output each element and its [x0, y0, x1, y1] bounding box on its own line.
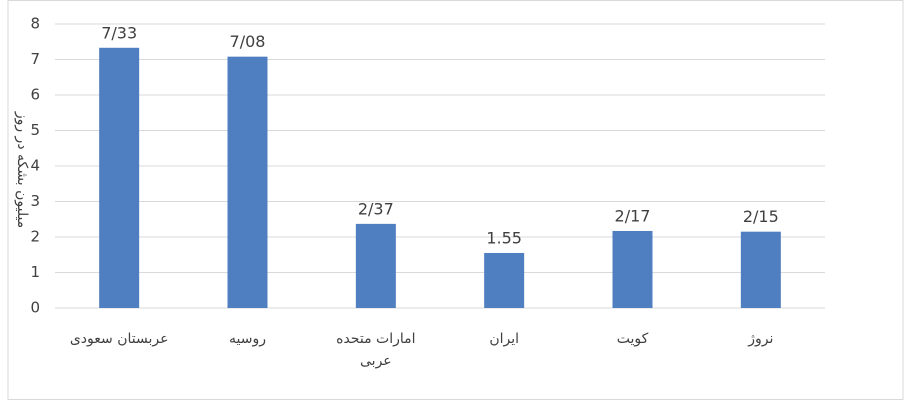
y-tick-label: 6 — [30, 86, 40, 104]
value-label: 1.55 — [486, 228, 522, 247]
bar — [228, 57, 268, 308]
y-tick-label: 4 — [30, 157, 40, 175]
y-tick-label: 5 — [30, 121, 40, 139]
bar — [99, 48, 139, 308]
x-tick-label: ایران — [449, 328, 559, 350]
x-tick-label: عربستان سعودی — [64, 328, 174, 350]
bar — [484, 253, 524, 308]
y-tick-label: 0 — [30, 299, 40, 317]
y-tick-label: 1 — [30, 263, 40, 281]
value-label: 7/08 — [230, 32, 266, 51]
x-tick-label: نروژ — [706, 328, 816, 350]
bar — [356, 224, 396, 308]
value-label: 2/37 — [358, 199, 394, 218]
value-label: 2/17 — [615, 206, 651, 225]
y-tick-label: 8 — [30, 15, 40, 33]
chart-container: میلیون بشکه در روز 0 1 2 3 4 5 6 7 8 7/33 7/08 2/37… — [0, 0, 904, 400]
value-label: 2/15 — [743, 207, 779, 226]
y-tick-label: 3 — [30, 192, 40, 210]
x-tick-label: امارات متحده عربی — [321, 328, 431, 372]
x-tick-label: کویت — [578, 328, 688, 350]
y-tick-label: 7 — [30, 50, 40, 68]
y-tick-label: 2 — [30, 228, 40, 246]
y-axis-label: میلیون بشکه در روز — [14, 111, 30, 228]
bar — [613, 231, 653, 308]
bar — [741, 232, 781, 308]
x-tick-label: روسیه — [193, 328, 303, 350]
value-label: 7/33 — [101, 23, 137, 42]
